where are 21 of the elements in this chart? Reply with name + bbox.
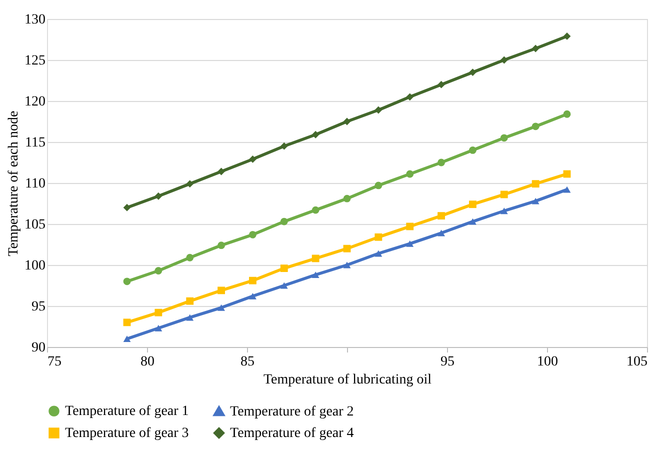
x-tick-label: 75 [48,354,62,370]
legend-label: Temperature of gear 3 [65,426,189,441]
legend-label: Temperature of gear 2 [230,404,354,420]
y-tick-label: 125 [24,54,46,68]
y-tick-label: 120 [24,94,46,110]
y-tick-label: 105 [24,218,46,232]
y-tick-label: 130 [24,12,46,28]
legend-label: Temperature of gear 1 [65,404,189,420]
x-tick-label: 105 [626,354,648,370]
x-tick-label: 100 [537,354,558,370]
x-tick-label: 95 [440,354,454,370]
y-tick-label: 95 [32,300,46,314]
y-tick-label: 115 [25,136,46,150]
y-axis-title: Temperature of each node [6,110,22,256]
x-axis-title: Temperature of lubricating oil [263,372,432,388]
x-tick-label: 80 [140,354,154,370]
x-tick-label: 85 [240,354,254,370]
y-tick-label: 100 [24,258,46,274]
y-tick-label: 90 [32,340,46,356]
legend-label: Temperature of gear 4 [230,426,354,441]
y-tick-label: 110 [25,176,46,192]
